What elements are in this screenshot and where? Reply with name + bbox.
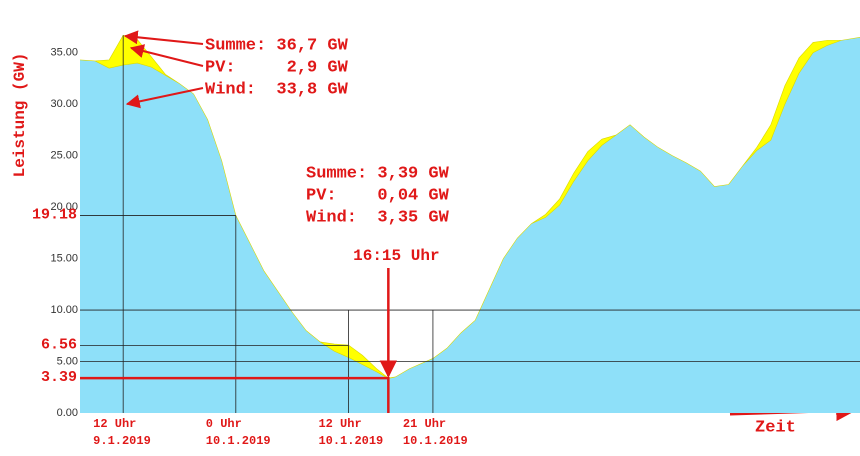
marked-y-label: 3.39: [41, 369, 77, 386]
annotation-line: Wind: 3,35 GW: [306, 208, 450, 227]
annotation-line: Summe: 36,7 GW: [205, 36, 349, 55]
pv-area: [79, 34, 860, 379]
wind-area: [80, 37, 860, 413]
y-axis-title: Leistung (GW): [11, 53, 29, 178]
x-tick-label: 21 Uhr: [403, 417, 446, 431]
x-tick-date: 10.1.2019: [206, 434, 271, 448]
y-tick-label: 15.00: [50, 253, 78, 265]
marked-y-label: 6.56: [41, 336, 77, 353]
annotation-line: PV: 2,9 GW: [205, 58, 349, 77]
annotation-arrow: [123, 30, 204, 45]
y-tick-label: 30.00: [50, 98, 78, 110]
x-tick-label: 12 Uhr: [318, 417, 361, 431]
marker-line: [80, 376, 390, 413]
x-tick-label: 12 Uhr: [93, 417, 136, 431]
annotation-arrow: [125, 87, 204, 109]
x-tick-date: 10.1.2019: [318, 434, 383, 448]
x-axis-title: Zeit: [755, 418, 796, 437]
annotation-line: Summe: 3,39 GW: [306, 164, 450, 183]
annotation-line: Wind: 33,8 GW: [205, 80, 349, 99]
y-tick-label: 5.00: [57, 355, 78, 367]
y-tick-label: 35.00: [50, 47, 78, 59]
y-tick-label: 10.00: [50, 304, 78, 316]
marker-label: 16:15 Uhr: [353, 247, 439, 265]
y-tick-label: 25.00: [50, 150, 78, 162]
y-tick-label: 20.00: [50, 201, 78, 213]
y-tick-label: 0.00: [57, 407, 78, 419]
annotation-arrow: [129, 44, 204, 67]
annotation-line: PV: 0,04 GW: [306, 186, 450, 205]
x-tick-date: 9.1.2019: [93, 434, 151, 448]
marked-y-label: 19.18: [32, 207, 77, 224]
x-tick-label: 0 Uhr: [206, 417, 242, 431]
x-tick-date: 10.1.2019: [403, 434, 468, 448]
